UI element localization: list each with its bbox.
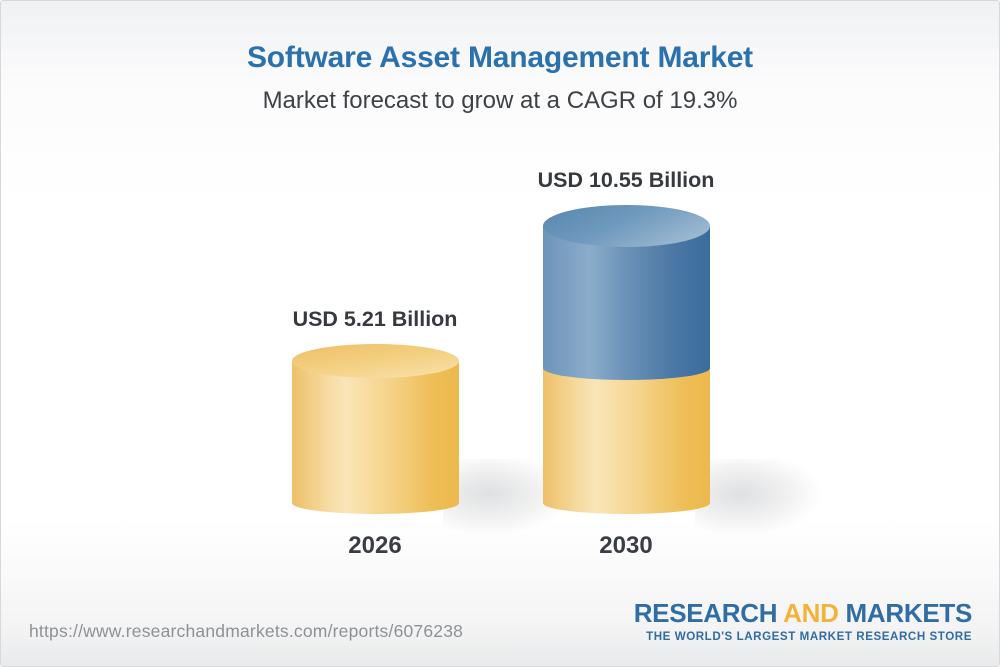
bar-2030-category-label: 2030 [599, 532, 653, 559]
bar-2030-growth-segment [543, 226, 710, 380]
page-title: Software Asset Management Market [247, 41, 753, 74]
logo-word-research: RESEARCH [633, 598, 778, 628]
bar-2030-shadow [695, 459, 825, 537]
bar-2030-base-segment [543, 368, 710, 514]
report-url-link[interactable]: https://www.researchandmarkets.com/repor… [29, 621, 464, 641]
bar-2030-value-label: USD 10.55 Billion [537, 168, 715, 192]
bar-2026-category-label: 2026 [348, 532, 402, 559]
bar-2026-cylinder [292, 361, 459, 514]
page-subtitle: Market forecast to grow at a CAGR of 19.… [262, 87, 738, 114]
bar-2026-value-label: USD 5.21 Billion [292, 307, 458, 331]
bar-2026-cylinder-top [292, 344, 459, 378]
logo-word-markets: MARKETS [845, 598, 973, 628]
research-and-markets-logo: RESEARCH AND MARKETS THE WORLD'S LARGEST… [633, 598, 973, 644]
bar-2030-cylinder-top [543, 205, 710, 247]
logo-wordmark: RESEARCH AND MARKETS [633, 598, 973, 628]
logo-word-and: AND [783, 598, 839, 628]
logo-tagline: THE WORLD'S LARGEST MARKET RESEARCH STOR… [646, 630, 972, 644]
